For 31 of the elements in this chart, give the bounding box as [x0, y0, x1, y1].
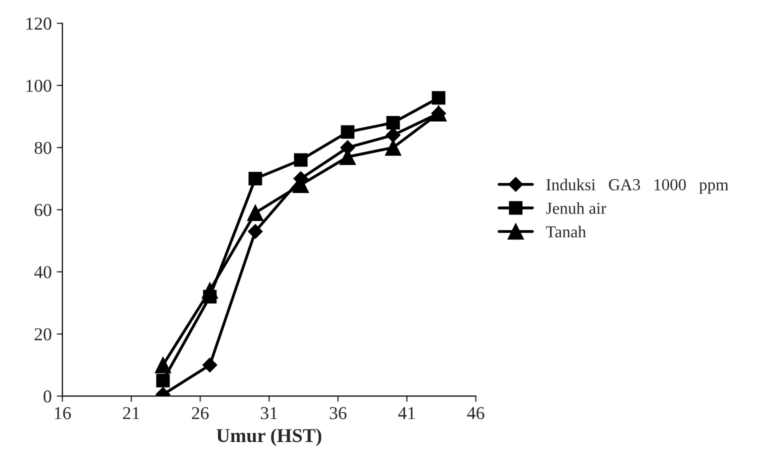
point [432, 91, 446, 105]
point [386, 128, 401, 143]
point [156, 374, 170, 388]
x-tick-label: 31 [260, 407, 278, 420]
y-tick-label: 100 [26, 80, 52, 92]
point [340, 125, 354, 139]
point [248, 172, 262, 186]
point [294, 153, 308, 167]
x-tick-label: 16 [54, 407, 71, 420]
point [202, 358, 218, 372]
x-tick-label: 46 [467, 407, 484, 420]
point [248, 224, 263, 239]
y-tick-label: 40 [34, 266, 52, 278]
y-tick-label: 80 [34, 142, 52, 154]
point [202, 282, 218, 299]
x-axis-title: Umur (HST) [216, 428, 322, 446]
point [384, 139, 402, 156]
legend-label: Tanah [546, 226, 586, 238]
point [386, 116, 400, 130]
legend-label: Induksi GA3 1000 ppm [546, 178, 728, 194]
x-tick-label: 41 [398, 407, 415, 420]
legend-label: Jenuh air [546, 202, 606, 214]
point [247, 204, 264, 221]
x-tick-label: 36 [330, 407, 346, 420]
point [154, 356, 172, 374]
x-tick-label: 26 [192, 407, 209, 420]
x-tick-label: 21 [123, 407, 140, 420]
y-tick-label: 120 [26, 18, 52, 30]
y-tick-label: 60 [34, 204, 52, 216]
y-tick-label: 20 [34, 328, 52, 340]
y-tick-label: 0 [44, 390, 52, 403]
